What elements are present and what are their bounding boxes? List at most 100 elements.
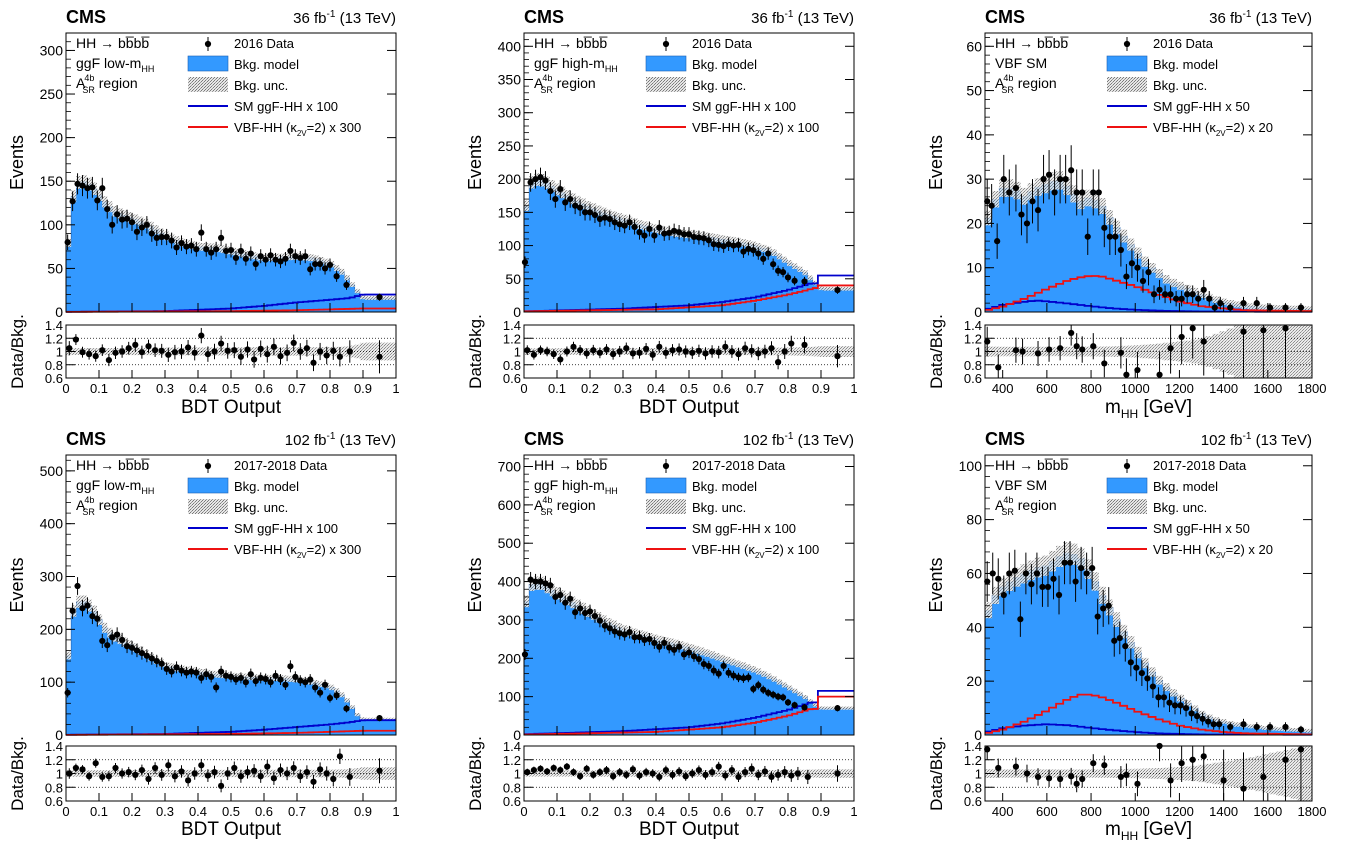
legend-vbf-label: VBF-HH (κ2V=2) x 20: [1153, 542, 1273, 560]
data-point: [567, 195, 574, 203]
y-tick-label: 350: [498, 72, 522, 88]
data-point: [163, 665, 170, 673]
data-point: [84, 185, 91, 192]
data-point: [1178, 295, 1185, 302]
data-point: [1051, 189, 1058, 196]
ratio-point: [185, 777, 192, 784]
ratio-point: [66, 345, 73, 352]
data-point: [547, 582, 554, 589]
x-axis-label: BDT Output: [639, 819, 740, 840]
data-point: [213, 684, 220, 691]
data-point: [591, 211, 599, 219]
data-point: [218, 234, 225, 241]
x-tick-label: 600: [1036, 804, 1058, 819]
data-point: [1138, 669, 1145, 677]
data-point: [1253, 300, 1260, 307]
data-point: [552, 593, 559, 601]
ratio-point: [237, 773, 244, 780]
x-tick-label: 0.2: [581, 381, 599, 396]
y-tick-label: 20: [966, 673, 982, 689]
ratio-point: [257, 773, 264, 780]
legend-data-marker: [1123, 462, 1131, 470]
legend-unc-label: Bkg. unc.: [234, 78, 288, 93]
ratio-point: [1178, 333, 1185, 341]
ratio-point: [1034, 350, 1042, 357]
data-point: [765, 689, 772, 696]
legend-bkg-swatch: [645, 477, 687, 494]
data-point: [307, 266, 314, 273]
x-tick-label: 0.1: [90, 804, 108, 819]
x-tick-label: 0.1: [90, 381, 108, 396]
ratio-point: [218, 782, 225, 789]
ratio-point: [715, 763, 722, 770]
data-point: [834, 286, 841, 294]
ratio-point: [537, 765, 544, 772]
ratio-y-tick-label: 0.6: [45, 794, 63, 809]
data-point: [213, 246, 220, 253]
vbf-hh-line: [985, 275, 1312, 312]
ratio-point: [768, 345, 775, 352]
legend-data-label: 2016 Data: [1153, 36, 1214, 51]
data-point: [1206, 295, 1213, 302]
data-point: [188, 242, 195, 249]
data-point: [203, 246, 210, 253]
ratio-point: [649, 351, 656, 358]
data-point: [779, 694, 787, 701]
data-point: [1167, 291, 1174, 298]
data-point: [376, 294, 383, 301]
x-tick-label: 0.5: [222, 381, 240, 396]
data-point: [232, 676, 240, 683]
ratio-point: [158, 347, 165, 354]
ratio-point: [735, 773, 742, 781]
x-tick-label: 1400: [1209, 804, 1238, 819]
ratio-y-axis-label: Data/Bkg.: [927, 736, 946, 811]
data-point: [1150, 291, 1158, 298]
y-tick-label: 50: [47, 260, 63, 276]
ratio-point: [1167, 345, 1174, 352]
data-point: [720, 243, 727, 250]
ratio-point: [336, 353, 343, 360]
x-tick-label: 0.7: [288, 804, 306, 819]
region-label: A4b SR region: [76, 495, 138, 517]
data-point: [521, 259, 529, 266]
x-tick-label: 0.8: [321, 804, 339, 819]
ratio-point: [1034, 773, 1042, 781]
ratio-point: [544, 348, 551, 355]
x-tick-label: 0: [62, 804, 69, 819]
x-tick-label: 1800: [1298, 381, 1327, 396]
data-point: [1094, 613, 1101, 620]
data-point: [1182, 704, 1190, 712]
y-tick-label: 200: [40, 130, 64, 146]
data-point: [1216, 721, 1223, 728]
ratio-point: [310, 359, 317, 366]
data-point: [1068, 167, 1075, 174]
data-point: [532, 578, 539, 585]
data-point: [1127, 659, 1134, 666]
data-point: [626, 219, 633, 226]
data-point: [104, 206, 111, 213]
data-point: [770, 261, 777, 268]
ratio-point: [105, 773, 112, 780]
ratio-point: [550, 351, 557, 358]
data-point: [562, 199, 569, 206]
ratio-point: [251, 356, 258, 363]
data-point: [1200, 286, 1207, 293]
data-point: [343, 705, 350, 712]
data-point: [1066, 559, 1074, 566]
data-point: [995, 575, 1002, 582]
legend-unc-swatch: [1107, 77, 1147, 92]
x-tick-label: 0.3: [614, 804, 632, 819]
data-point: [735, 674, 742, 681]
ratio-y-tick-label: 1: [514, 767, 521, 782]
ratio-point: [171, 773, 178, 780]
ratio-point: [649, 770, 656, 777]
category-label: ggF low-mHH: [76, 55, 154, 74]
data-point: [1039, 583, 1046, 591]
ratio-point: [1260, 327, 1267, 334]
legend-vbf-label: VBF-HH (κ2V=2) x 20: [1153, 120, 1273, 138]
x-tick-label: 0.6: [713, 381, 731, 396]
data-point: [572, 609, 579, 616]
data-point: [1166, 699, 1173, 706]
x-tick-label: 600: [1036, 381, 1058, 396]
ratio-point: [1134, 366, 1141, 374]
